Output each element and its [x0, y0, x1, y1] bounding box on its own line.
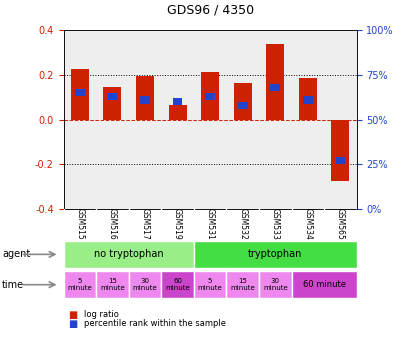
Bar [270, 84, 279, 91]
Text: ■: ■ [67, 310, 77, 320]
Text: 5
minute: 5 minute [197, 278, 222, 291]
Bar [193, 241, 356, 268]
Text: 15
minute: 15 minute [230, 278, 254, 291]
Text: GSM517: GSM517 [140, 208, 149, 240]
Bar [298, 78, 316, 120]
Bar [128, 271, 161, 298]
Bar [201, 72, 218, 120]
Bar [302, 96, 312, 104]
Bar [168, 105, 186, 120]
Bar [75, 89, 85, 96]
Text: log ratio: log ratio [84, 310, 119, 319]
Bar [63, 271, 96, 298]
Text: 30
minute: 30 minute [132, 278, 157, 291]
Bar [291, 271, 356, 298]
Text: GDS96 / 4350: GDS96 / 4350 [166, 3, 253, 16]
Text: no tryptophan: no tryptophan [94, 249, 163, 260]
Text: GSM532: GSM532 [238, 208, 247, 240]
Text: 5
minute: 5 minute [67, 278, 92, 291]
Bar [96, 271, 128, 298]
Bar [258, 271, 291, 298]
Bar [107, 93, 117, 100]
Bar [226, 271, 258, 298]
Text: GSM565: GSM565 [335, 208, 344, 240]
Bar [330, 120, 348, 181]
Bar [103, 87, 121, 120]
Bar [266, 44, 283, 120]
Text: agent: agent [2, 249, 30, 260]
Text: ■: ■ [67, 318, 77, 329]
Text: GSM531: GSM531 [205, 208, 214, 240]
Text: time: time [2, 280, 24, 290]
Bar [233, 83, 251, 120]
Text: percentile rank within the sample: percentile rank within the sample [84, 319, 225, 328]
Bar [161, 271, 193, 298]
Text: GSM516: GSM516 [108, 208, 117, 240]
Text: GSM534: GSM534 [303, 208, 312, 240]
Text: 60
minute: 60 minute [165, 278, 189, 291]
Text: 30
minute: 30 minute [262, 278, 287, 291]
Bar [71, 69, 89, 120]
Text: 15
minute: 15 minute [100, 278, 124, 291]
Text: 60 minute: 60 minute [302, 280, 345, 289]
Bar [205, 93, 214, 100]
Bar [172, 98, 182, 105]
Text: tryptophan: tryptophan [247, 249, 302, 260]
Bar [140, 96, 150, 104]
Text: GSM515: GSM515 [75, 208, 84, 240]
Text: GSM519: GSM519 [173, 208, 182, 240]
Text: GSM533: GSM533 [270, 208, 279, 240]
Bar [237, 102, 247, 109]
Bar [136, 76, 153, 120]
Bar [335, 157, 344, 164]
Bar [193, 271, 226, 298]
Bar [63, 241, 193, 268]
